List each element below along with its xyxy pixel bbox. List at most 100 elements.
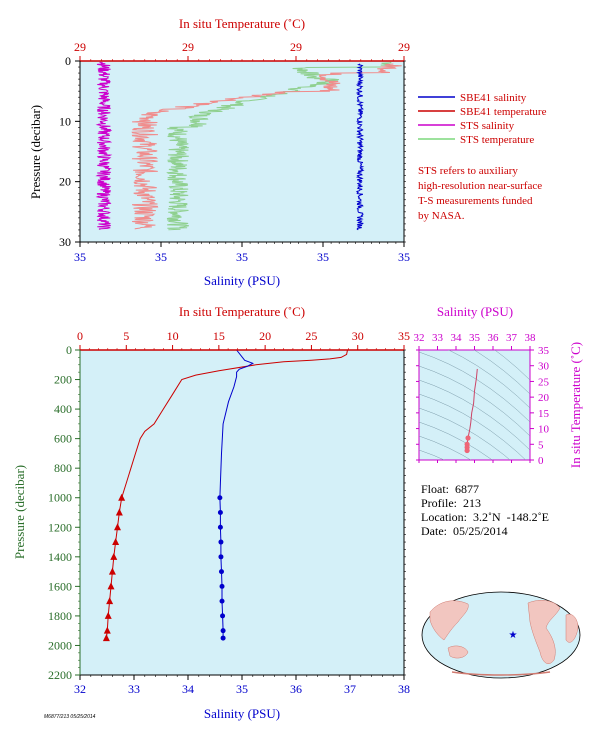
main-left-pressure-tick-label: 2000 bbox=[48, 638, 72, 652]
top-temp-tick-label: 29 bbox=[182, 40, 194, 54]
isopycnal-contour bbox=[473, 350, 530, 395]
main-left-pressure-tick-label: 400 bbox=[54, 402, 72, 416]
salinity-marker bbox=[220, 613, 226, 619]
legend-note-line: by NASA. bbox=[418, 210, 465, 222]
main-left-pressure-tick-label: 2200 bbox=[48, 668, 72, 682]
legend-label: SBE41 temperature bbox=[460, 106, 547, 118]
ts-right-temp-tick-label: 35 bbox=[538, 345, 550, 357]
ts-right-temp-tick-label: 0 bbox=[538, 455, 544, 467]
map-land-americas bbox=[527, 600, 561, 664]
float-info: Float: 6877 Profile: 213 Location: 3.2˚N… bbox=[421, 482, 549, 538]
temperature-marker bbox=[110, 552, 118, 560]
ts-right-temp-tick-label: 15 bbox=[538, 408, 550, 420]
ts-plot-lines bbox=[419, 350, 530, 460]
isopycnal-contour bbox=[419, 379, 530, 451]
main-top-temp-tick-label: 0 bbox=[77, 329, 83, 343]
top-panel-left-axis-label: Pressure (decibar) bbox=[28, 105, 43, 199]
world-map: ★ bbox=[421, 591, 581, 679]
ts-right-temp-tick-label: 25 bbox=[538, 376, 550, 388]
main-left-pressure-tick-label: 800 bbox=[54, 461, 72, 475]
location: Location: 3.2˚N -148.2˚E bbox=[421, 510, 549, 524]
main-panel-left-axis-label: Pressure (decibar) bbox=[12, 465, 27, 559]
isopycnal-contour bbox=[419, 435, 472, 460]
temperature-marker bbox=[118, 493, 126, 501]
ts-top-sal-tick-label: 34 bbox=[451, 332, 463, 344]
ts-top-sal-tick-label: 35 bbox=[469, 332, 481, 344]
salinity-marker bbox=[220, 635, 226, 641]
profile-number: Profile: 213 bbox=[421, 496, 481, 510]
temperature-profile-line bbox=[105, 349, 348, 639]
temperature-marker bbox=[104, 611, 112, 619]
float-number: Float: 6877 bbox=[421, 482, 480, 496]
main-bottom-sal-tick-label: 38 bbox=[398, 682, 410, 696]
ts-top-sal-tick-label: 33 bbox=[432, 332, 444, 344]
isopycnal-contour bbox=[419, 393, 527, 460]
sbe41-salinity-trace bbox=[355, 63, 365, 231]
temperature-marker bbox=[102, 634, 110, 642]
top-temp-tick-label: 29 bbox=[290, 40, 302, 54]
bottom-sal-tick-label: 35 bbox=[74, 250, 86, 264]
legend-note-line: T-S measurements funded bbox=[418, 195, 533, 207]
main-left-pressure-tick-label: 200 bbox=[54, 373, 72, 387]
legend-note-line: STS refers to auxiliary bbox=[418, 165, 518, 177]
legend-label: STS temperature bbox=[460, 134, 534, 146]
sts-temperature-trace bbox=[166, 61, 399, 231]
isopycnal-contour bbox=[419, 407, 511, 460]
isopycnal-contour bbox=[419, 421, 493, 460]
ts-plot-area bbox=[418, 349, 531, 461]
main-panel-ticks: 0 5 10 15 20 25 30 35 32 33 34 35 36 37 38 0 200 400 600 80… bbox=[48, 329, 410, 696]
left-pressure-tick-label: 0 bbox=[65, 54, 71, 68]
ts-panel-ticks: 32 33 34 35 36 37 38 0 5 10 15 20 25 30 35 bbox=[414, 332, 550, 467]
legend-note-line: high-resolution near-surface bbox=[418, 180, 542, 192]
ts-point bbox=[465, 435, 471, 441]
salinity-marker bbox=[220, 628, 226, 634]
salinity-marker bbox=[217, 495, 223, 501]
sts-salinity-trace bbox=[95, 61, 113, 230]
bottom-sal-tick-label: 35 bbox=[398, 250, 410, 264]
top-plot-area bbox=[79, 60, 405, 243]
top-plot-lines bbox=[95, 61, 402, 231]
main-bottom-sal-tick-label: 36 bbox=[290, 682, 302, 696]
top-panel-bottom-axis-label: Salinity (PSU) bbox=[204, 273, 280, 288]
isopycnal-contour bbox=[494, 350, 530, 381]
main-top-temp-tick-label: 15 bbox=[213, 329, 225, 343]
ts-panel-top-axis-label: Salinity (PSU) bbox=[437, 304, 513, 319]
footer-code: M6877/213 05/25/2014 bbox=[44, 714, 96, 720]
ts-right-temp-tick-label: 20 bbox=[538, 392, 550, 404]
main-plot-lines bbox=[102, 349, 348, 642]
main-bottom-sal-tick-label: 37 bbox=[344, 682, 356, 696]
legend-label: SBE41 salinity bbox=[460, 92, 527, 104]
main-top-temp-tick-label: 20 bbox=[259, 329, 271, 343]
main-left-pressure-tick-label: 1800 bbox=[48, 609, 72, 623]
map-land-asia bbox=[429, 600, 469, 641]
temperature-marker bbox=[113, 523, 121, 531]
map-land-antarctica bbox=[451, 671, 551, 676]
salinity-marker bbox=[218, 539, 224, 545]
salinity-marker bbox=[218, 554, 224, 560]
ts-top-sal-tick-label: 38 bbox=[525, 332, 537, 344]
main-left-pressure-tick-label: 1200 bbox=[48, 520, 72, 534]
main-bottom-sal-tick-label: 33 bbox=[128, 682, 140, 696]
isopycnal-contour bbox=[419, 449, 445, 460]
temperature-marker bbox=[107, 582, 115, 590]
main-top-temp-tick-label: 30 bbox=[352, 329, 364, 343]
ts-panel-right-axis-label: In situ Temperature (˚C) bbox=[568, 342, 583, 468]
temperature-marker bbox=[115, 508, 123, 516]
legend-label: STS salinity bbox=[460, 120, 515, 132]
main-left-pressure-tick-label: 1000 bbox=[48, 491, 72, 505]
main-top-temp-tick-label: 10 bbox=[167, 329, 179, 343]
ts-panel: 32 33 34 35 36 37 38 0 5 10 15 20 25 30 35 Salinity (P… bbox=[414, 304, 584, 468]
left-pressure-tick-label: 30 bbox=[59, 235, 71, 249]
isopycnal-contour bbox=[419, 365, 530, 437]
main-panel-top-axis-label: In situ Temperature (˚C) bbox=[179, 304, 305, 319]
main-bottom-sal-tick-label: 34 bbox=[182, 682, 194, 696]
main-top-temp-tick-label: 35 bbox=[398, 329, 410, 343]
ts-top-sal-tick-label: 37 bbox=[506, 332, 518, 344]
left-pressure-tick-label: 10 bbox=[59, 114, 71, 128]
ts-top-sal-tick-label: 36 bbox=[488, 332, 500, 344]
salinity-marker bbox=[219, 583, 225, 589]
main-top-temp-tick-label: 25 bbox=[305, 329, 317, 343]
top-panel-ticks: 29 29 29 29 35 35 35 35 35 0 10 20 30 bbox=[59, 40, 410, 264]
isopycnal-contour bbox=[448, 350, 530, 409]
top-panel-top-axis-label: In situ Temperature (˚C) bbox=[179, 16, 305, 31]
